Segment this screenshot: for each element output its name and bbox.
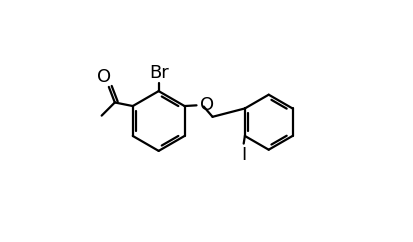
- Text: O: O: [97, 68, 111, 86]
- Text: O: O: [199, 96, 214, 114]
- Text: Br: Br: [149, 64, 169, 82]
- Text: I: I: [241, 145, 246, 164]
